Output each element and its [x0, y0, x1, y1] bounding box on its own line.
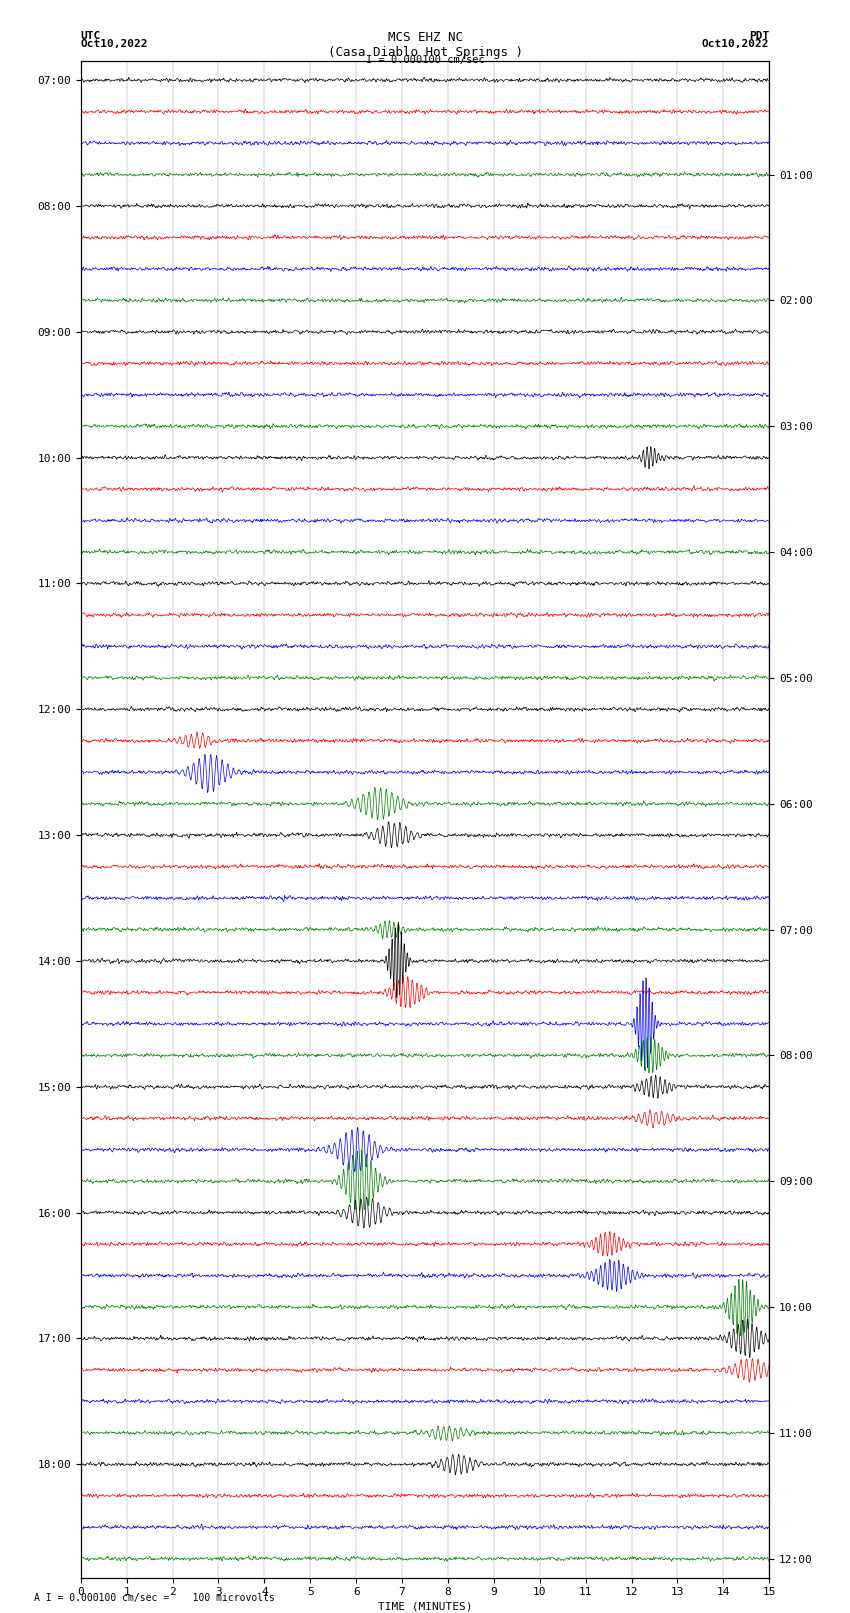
Text: UTC: UTC: [81, 31, 101, 40]
Text: PDT: PDT: [749, 31, 769, 40]
Text: A I = 0.000100 cm/sec =    100 microvolts: A I = 0.000100 cm/sec = 100 microvolts: [34, 1594, 275, 1603]
X-axis label: TIME (MINUTES): TIME (MINUTES): [377, 1602, 473, 1611]
Title: MCS EHZ NC
(Casa Diablo Hot Springs ): MCS EHZ NC (Casa Diablo Hot Springs ): [327, 31, 523, 58]
Text: I = 0.000100 cm/sec: I = 0.000100 cm/sec: [366, 55, 484, 65]
Text: Oct10,2022: Oct10,2022: [702, 39, 769, 48]
Text: Oct10,2022: Oct10,2022: [81, 39, 148, 48]
